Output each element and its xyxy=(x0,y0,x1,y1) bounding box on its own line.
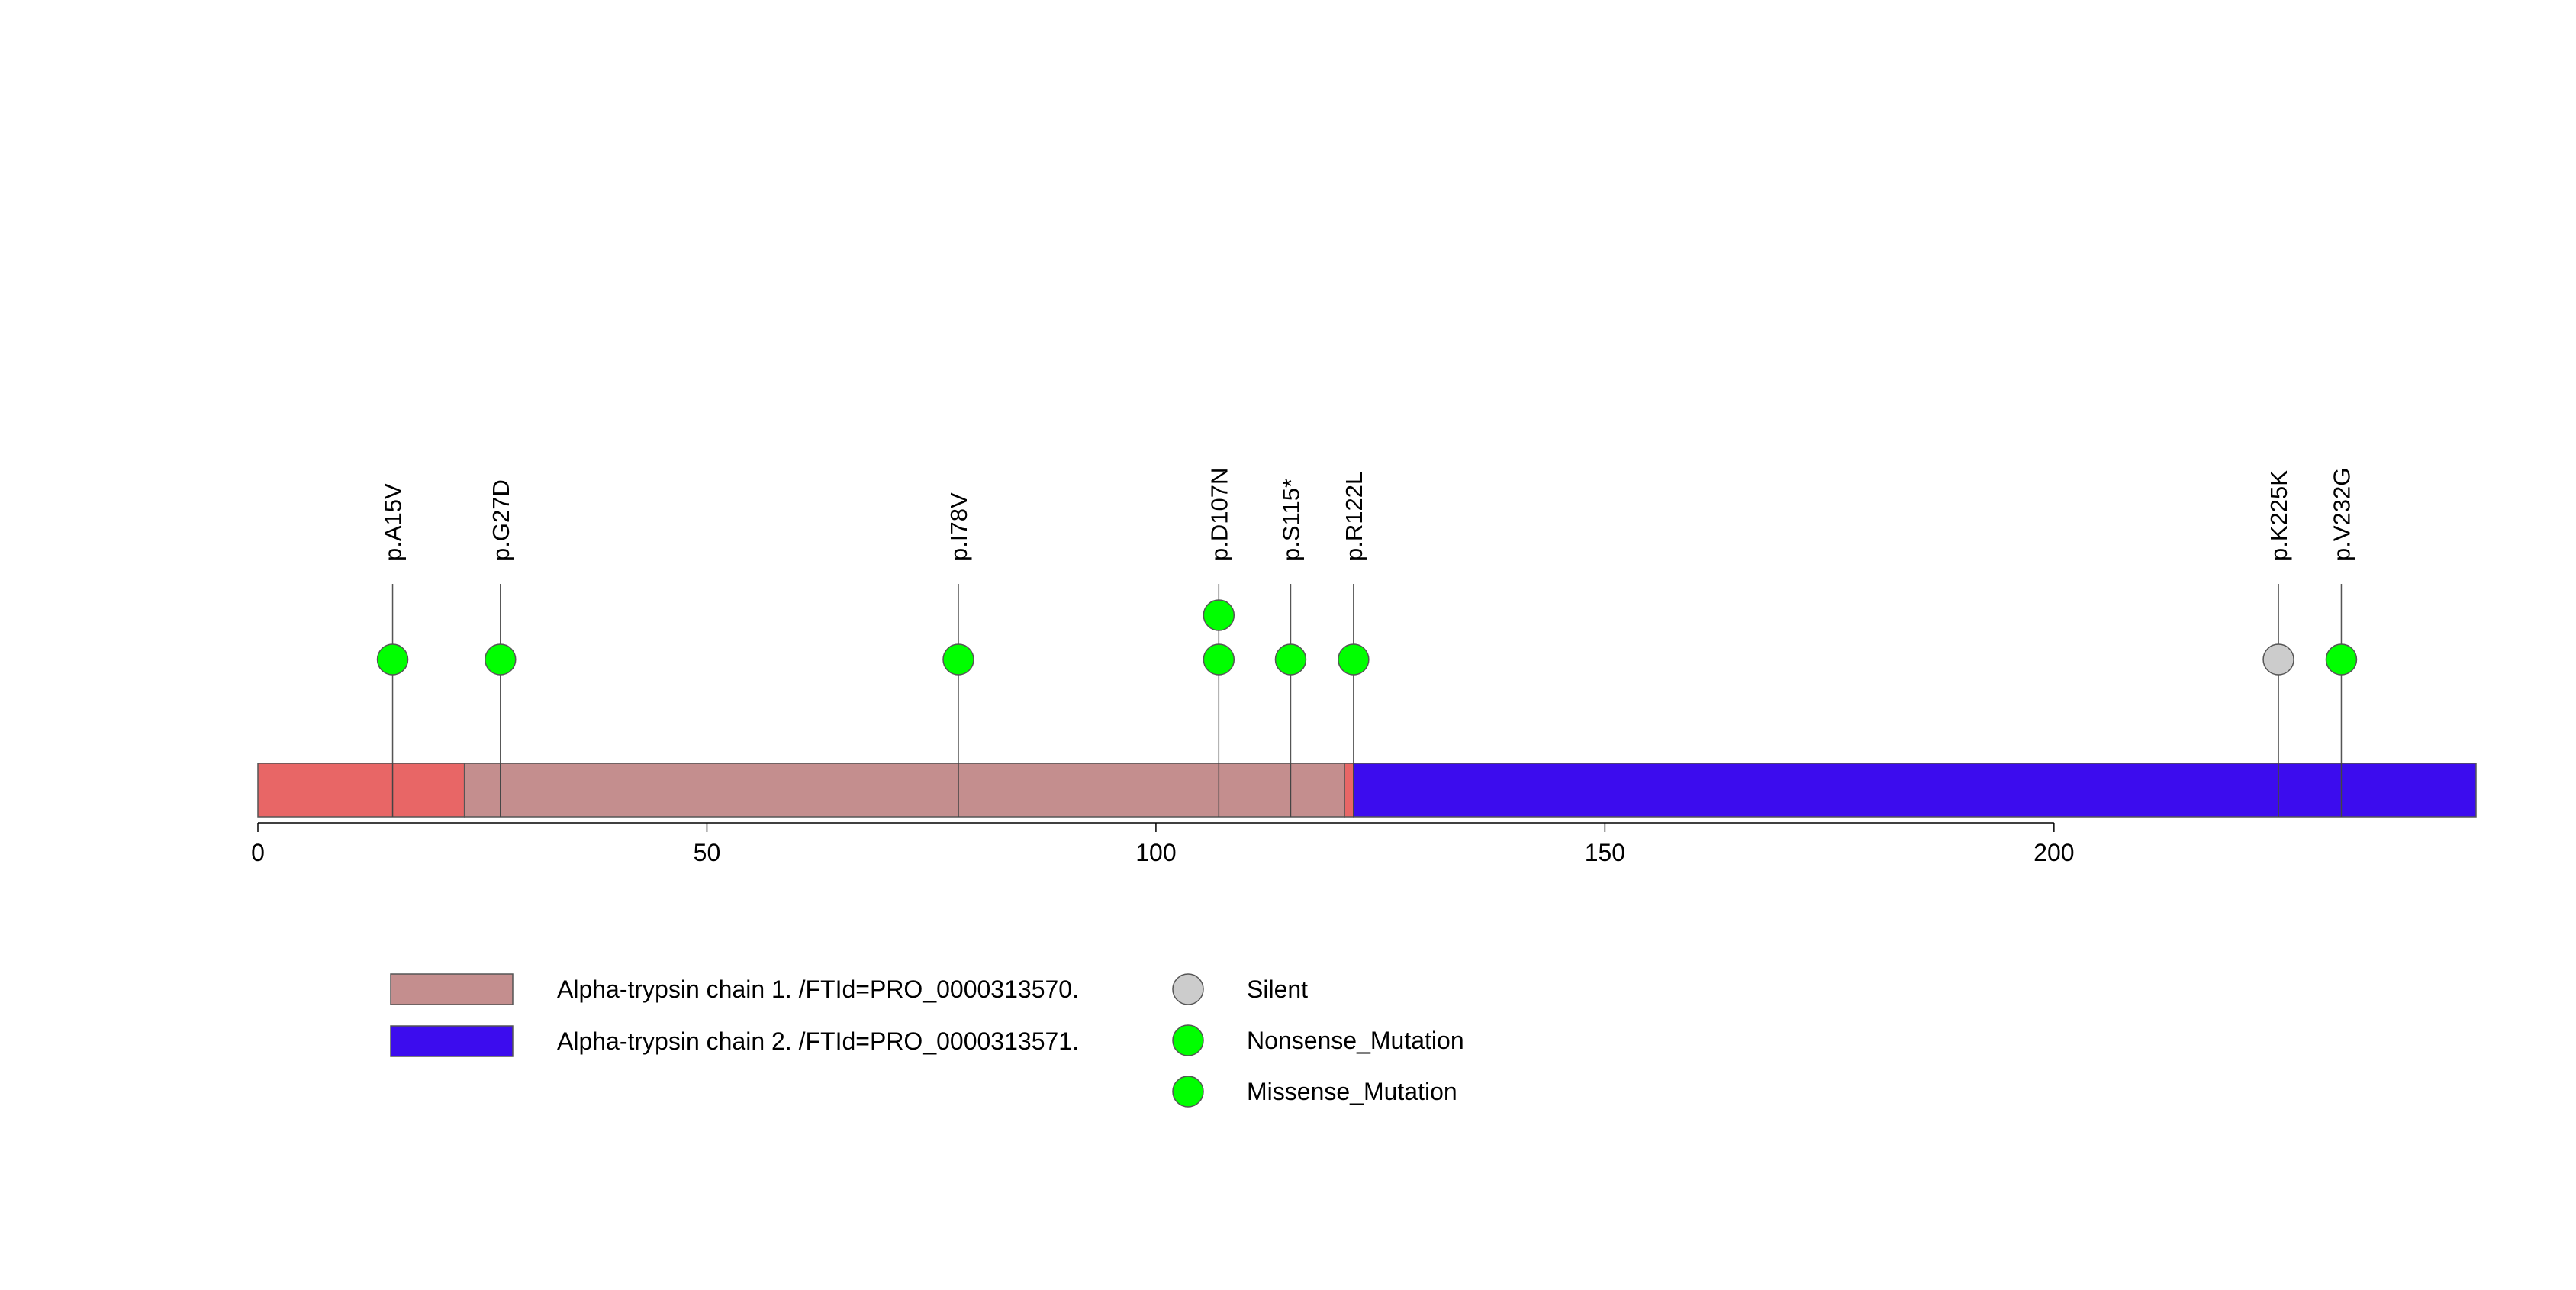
mutation-circle-5-0 xyxy=(1338,643,1370,676)
legend-mutation-swatch-2 xyxy=(1172,1076,1204,1108)
axis-tick-label-4: 200 xyxy=(2033,839,2074,866)
protein-region-2 xyxy=(1344,763,1354,818)
mutation-label-5: p.R122L xyxy=(1341,472,1367,561)
protein-region-0 xyxy=(257,763,465,818)
mutation-circle-6-0 xyxy=(2262,643,2294,676)
mutation-circle-1-0 xyxy=(485,643,517,676)
mutation-circle-3-0 xyxy=(1203,643,1235,676)
axis-tick-label-2: 100 xyxy=(1135,839,1176,866)
protein-regions xyxy=(257,763,2477,818)
mutation-label-7: p.V232G xyxy=(2328,468,2355,561)
axis-tick-label-3: 150 xyxy=(1585,839,1625,866)
legend-mutation-label-1: Nonsense_Mutation xyxy=(1247,1027,1464,1054)
axis-tick-label-1: 50 xyxy=(694,839,721,866)
legend-region-swatch-0 xyxy=(390,973,514,1005)
legend-mutation-label-2: Missense_Mutation xyxy=(1247,1078,1457,1105)
mutation-label-2: p.I78V xyxy=(945,492,972,561)
mutation-circle-4-0 xyxy=(1274,643,1307,676)
mutation-labels: p.A15V p.G27D p.I78V p.D107N p.S115* p.R122L p… xyxy=(380,468,2355,561)
mutation-circle-2-0 xyxy=(942,643,974,676)
legend-region-swatch-1 xyxy=(390,1025,514,1057)
legend-region-label-0: Alpha-trypsin chain 1. /FTId=PRO_0000313… xyxy=(557,976,1079,1003)
mutation-label-6: p.K225K xyxy=(2265,470,2292,561)
mutation-circle-7-0 xyxy=(2325,643,2358,676)
mutation-label-0: p.A15V xyxy=(380,483,407,561)
legend: Alpha-trypsin chain 1. /FTId=PRO_0000313… xyxy=(390,973,1464,1108)
mutation-stems-overlay xyxy=(391,763,2343,817)
axis-tick-label-0: 0 xyxy=(251,839,265,866)
mutation-stems xyxy=(391,584,2343,763)
mutation-circle-0-0 xyxy=(376,643,409,676)
mutation-label-3: p.D107N xyxy=(1206,468,1232,561)
protein-region-1 xyxy=(463,763,1345,818)
legend-region-label-1: Alpha-trypsin chain 2. /FTId=PRO_0000313… xyxy=(557,1027,1079,1055)
mutation-circle-3-1 xyxy=(1203,599,1235,631)
legend-mutation-swatch-0 xyxy=(1172,973,1204,1005)
x-axis: 0 50 100 150 200 xyxy=(251,822,2075,866)
legend-mutation-swatch-1 xyxy=(1172,1024,1204,1056)
mutation-circles xyxy=(376,599,2358,676)
mutation-label-1: p.G27D xyxy=(488,479,514,561)
legend-mutation-label-0: Silent xyxy=(1247,976,1308,1003)
mutation-label-4: p.S115* xyxy=(1277,479,1304,561)
protein-region-3 xyxy=(1353,763,2477,818)
